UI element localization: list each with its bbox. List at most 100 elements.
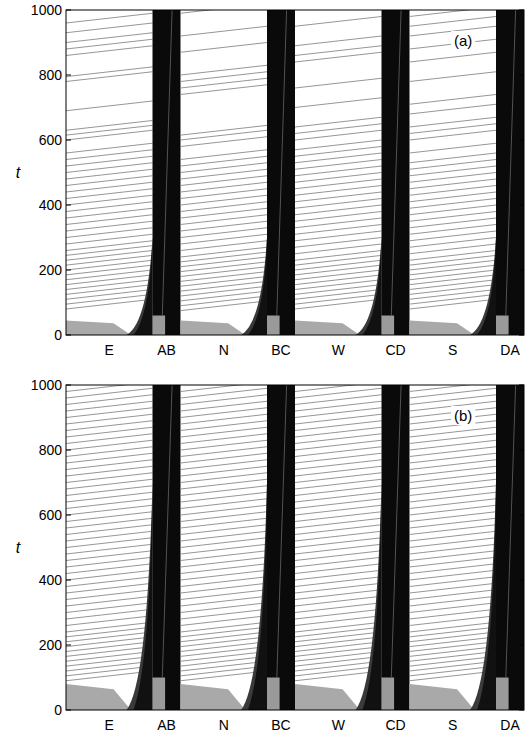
- panel-label: (a): [454, 32, 472, 49]
- streak: [410, 285, 497, 295]
- streak: [295, 642, 382, 652]
- streak: [66, 637, 153, 647]
- junction-transient: [496, 316, 509, 336]
- junction-line: [391, 10, 401, 316]
- jam-core: [133, 238, 152, 336]
- streak: [66, 143, 153, 153]
- y-tick: [519, 710, 524, 711]
- streak: [66, 121, 153, 131]
- category-label: DA: [500, 342, 520, 358]
- y-tick-label: 600: [39, 132, 63, 148]
- y-tick: [66, 205, 71, 206]
- junction-line: [506, 385, 516, 678]
- y-tick: [66, 75, 71, 76]
- streak: [295, 294, 382, 304]
- streak: [295, 17, 382, 27]
- jam-wedge: [241, 238, 267, 336]
- y-tick: [66, 385, 71, 386]
- streak: [66, 23, 153, 33]
- jam-wedge: [127, 483, 153, 711]
- plot-area: [66, 385, 524, 710]
- junction-band: [153, 385, 181, 710]
- junction-band: [496, 385, 524, 710]
- jam-core: [133, 483, 152, 711]
- streak: [66, 632, 153, 642]
- streak: [66, 125, 153, 135]
- jam-core: [248, 238, 267, 336]
- streak: [66, 275, 153, 285]
- junction-transient: [267, 678, 280, 711]
- jam-wedge: [127, 238, 153, 336]
- category-label: BC: [271, 342, 290, 358]
- streak: [295, 117, 382, 127]
- y-tick: [66, 515, 71, 516]
- streak: [66, 265, 153, 275]
- junction-band: [267, 10, 295, 335]
- streak: [181, 286, 268, 296]
- category-label: AB: [157, 342, 176, 358]
- y-tick: [66, 710, 71, 711]
- streak: [66, 130, 153, 140]
- streak: [66, 270, 153, 280]
- streak: [295, 270, 382, 280]
- frame: [66, 385, 524, 710]
- streak: [410, 294, 497, 304]
- y-tick: [66, 450, 71, 451]
- label-patch: [451, 31, 475, 50]
- streak: [410, 642, 497, 652]
- streak: [295, 637, 382, 647]
- junction-transient: [267, 316, 280, 336]
- junction-line: [277, 385, 287, 678]
- streak: [295, 260, 382, 270]
- streak: [410, 656, 497, 666]
- streak: [66, 246, 153, 256]
- streak: [66, 299, 153, 309]
- category-label: W: [332, 342, 346, 358]
- category-label: CD: [385, 342, 405, 358]
- y-tick: [519, 10, 524, 11]
- streak: [295, 290, 382, 300]
- category-label: N: [219, 342, 229, 358]
- streak: [295, 36, 382, 46]
- transient-region: [295, 684, 360, 710]
- jam-core: [362, 238, 381, 336]
- streak: [295, 627, 382, 637]
- streak: [181, 262, 268, 272]
- streak: [410, 255, 497, 265]
- streak: [410, 104, 497, 114]
- streak: [181, 65, 268, 75]
- streak: [66, 647, 153, 657]
- streak: [410, 280, 497, 290]
- streak: [181, 277, 268, 287]
- streak: [66, 260, 153, 270]
- category-label: BC: [271, 717, 290, 733]
- y-tick-label: 0: [54, 702, 62, 718]
- junction-band: [153, 10, 181, 335]
- streak: [410, 17, 497, 27]
- streak: [181, 632, 268, 642]
- streak: [181, 125, 268, 135]
- transient-region: [66, 684, 131, 710]
- junction-transient: [496, 678, 509, 711]
- streak: [66, 280, 153, 290]
- junction-line: [277, 10, 287, 316]
- junction-transient: [153, 316, 166, 336]
- junction-line: [506, 10, 516, 316]
- jam-wedge: [241, 483, 267, 711]
- streak: [66, 627, 153, 637]
- streak: [295, 652, 382, 662]
- streak: [410, 72, 497, 82]
- streak: [410, 647, 497, 657]
- y-tick: [66, 140, 71, 141]
- jam-wedge: [356, 238, 382, 336]
- junction-transient: [382, 678, 395, 711]
- category-label: E: [105, 717, 114, 733]
- junction-transient: [153, 678, 166, 711]
- category-label: AB: [157, 717, 176, 733]
- jam-wedge: [470, 238, 496, 336]
- y-tick-label: 800: [39, 442, 63, 458]
- plot-bg: [66, 10, 524, 335]
- streak: [181, 257, 268, 267]
- junction-line: [162, 385, 172, 678]
- transient-region: [66, 320, 131, 335]
